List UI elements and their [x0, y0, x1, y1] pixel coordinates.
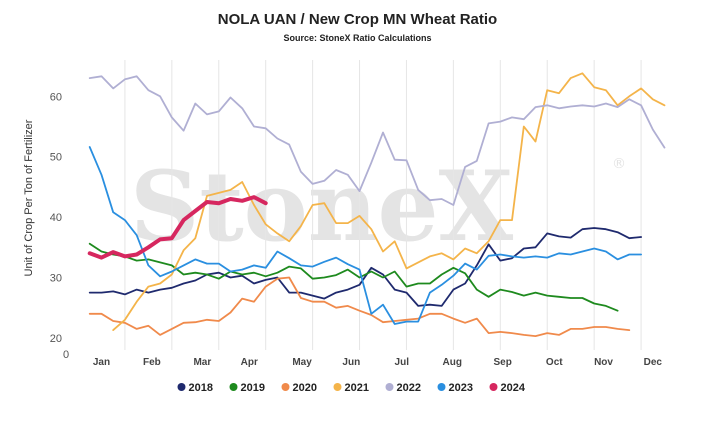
legend-label-2020: 2020 [293, 382, 317, 394]
legend-marker-2023 [437, 383, 446, 391]
y-tick-50: 50 [50, 152, 62, 164]
y-tick-30: 30 [50, 273, 62, 285]
series-line-2022 [88, 75, 666, 206]
x-tick-sep: Sep [493, 357, 511, 368]
legend-label-2018: 2018 [189, 382, 213, 394]
y-tick-60: 60 [50, 91, 62, 103]
x-tick-apr: Apr [241, 357, 258, 368]
legend-marker-2024 [489, 383, 498, 391]
watermark-registered-mark: ® [612, 156, 626, 172]
x-tick-dec: Dec [644, 357, 663, 368]
series-line-2024 [87, 195, 268, 260]
x-tick-jun: Jun [342, 357, 360, 368]
legend-label-2023: 2023 [449, 382, 473, 394]
chart-title: NOLA UAN / New Crop MN Wheat Ratio [218, 11, 497, 28]
legend: 2018 2019 2020 2021 2022 2023 2024 [177, 382, 526, 394]
x-tick-labels: Jan Feb Mar Apr May Jun Jul Aug Sep Oct Nov Dec [93, 357, 663, 368]
x-tick-jul: Jul [395, 357, 410, 368]
legend-label-2022: 2022 [397, 382, 421, 394]
legend-marker-2018 [177, 383, 186, 391]
legend-marker-2022 [385, 383, 394, 391]
legend-marker-2020 [281, 383, 290, 391]
x-tick-oct: Oct [546, 357, 563, 368]
x-tick-aug: Aug [442, 357, 461, 368]
x-tick-nov: Nov [594, 357, 613, 368]
legend-label-2019: 2019 [241, 382, 265, 394]
series-line-2019 [88, 242, 619, 312]
watermark-text: StoneX [130, 150, 514, 263]
legend-label-2024: 2024 [501, 382, 526, 394]
legend-label-2021: 2021 [345, 382, 369, 394]
origin-label: 0 [63, 349, 69, 361]
x-tick-jan: Jan [93, 357, 110, 368]
y-tick-40: 40 [50, 212, 62, 224]
series-line-2023 [88, 146, 642, 325]
y-tick-20: 20 [50, 333, 62, 345]
series-lines [87, 72, 666, 338]
legend-marker-2019 [229, 383, 238, 391]
series-line-2018 [88, 227, 642, 307]
series-line-2020 [88, 276, 631, 338]
y-axis-label: Unit of Crop Per Ton of Fertilizer [23, 119, 35, 276]
chart-subtitle: Source: StoneX Ratio Calculations [283, 33, 431, 43]
y-tick-labels: 20 30 40 50 60 [50, 91, 62, 345]
x-tick-may: May [292, 357, 312, 368]
x-tick-feb: Feb [143, 357, 161, 368]
legend-marker-2021 [333, 383, 342, 391]
x-tick-mar: Mar [193, 357, 211, 368]
